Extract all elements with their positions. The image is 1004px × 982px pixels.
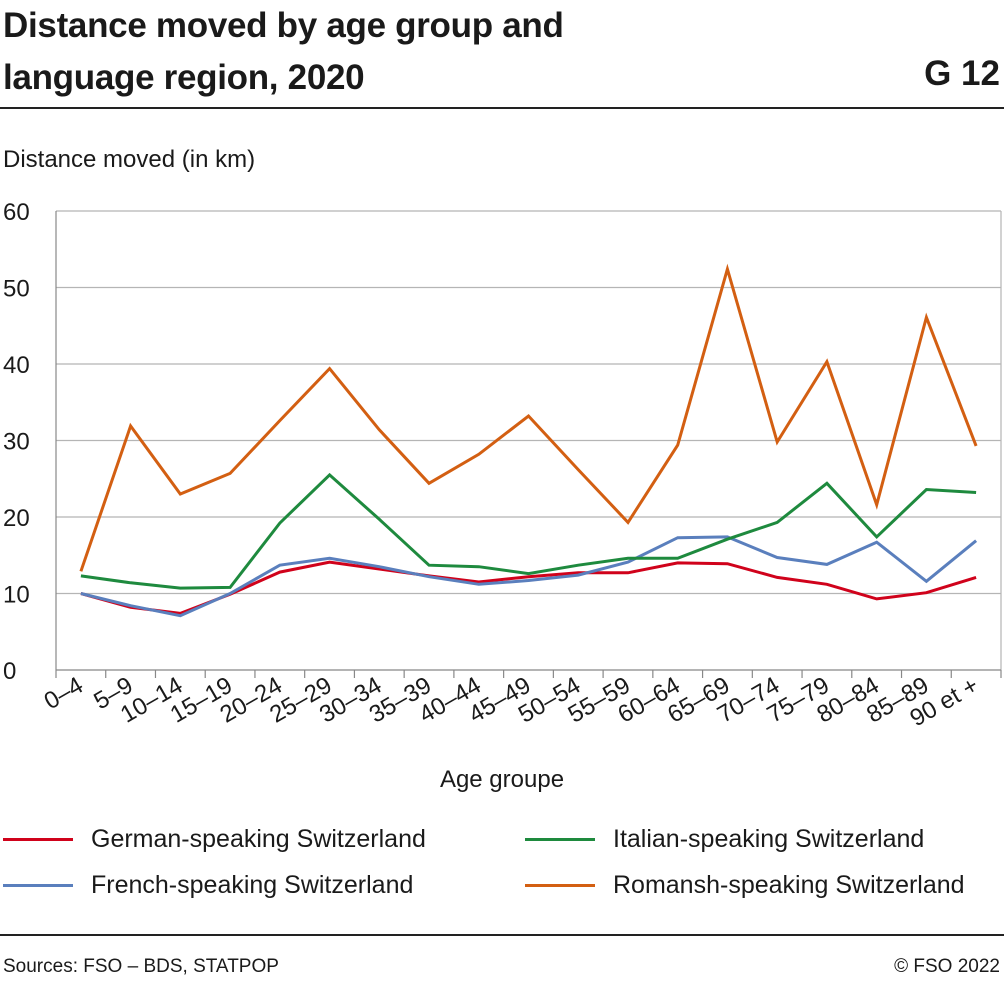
y-tick-label: 0: [3, 658, 16, 685]
legend-label-german: German-speaking Switzerland: [91, 824, 426, 853]
chart-title-line-2: language region, 2020: [3, 58, 365, 97]
x-tick-label: 0–4: [40, 672, 88, 715]
legend-label-french: French-speaking Switzerland: [91, 870, 414, 899]
y-tick-label: 30: [3, 429, 30, 456]
legend-swatch-italian: [525, 837, 595, 841]
series-line-italian: [80, 472, 977, 590]
series-line-french: [80, 535, 978, 618]
y-tick-label: 20: [3, 505, 30, 532]
y-tick-label: 10: [3, 582, 30, 609]
series-line-romansh: [79, 263, 978, 572]
chart-code: G 12: [924, 54, 1000, 93]
legend-label-romansh: Romansh-speaking Switzerland: [613, 870, 965, 899]
y-tick-label: 40: [3, 352, 30, 379]
legend-item-french: French-speaking Switzerland: [3, 870, 413, 900]
legend-label-italian: Italian-speaking Switzerland: [613, 824, 925, 853]
chart-title: Distance moved by age group and language…: [3, 0, 863, 104]
y-tick-label: 50: [3, 276, 30, 303]
y-axis-label: Distance moved (in km): [3, 146, 256, 173]
legend-swatch-french: [3, 883, 73, 887]
y-tick-label: 60: [3, 199, 30, 226]
legend-item-german: German-speaking Switzerland: [3, 824, 426, 854]
x-axis-label: Age groupe: [439, 766, 565, 793]
legend-item-romansh: Romansh-speaking Switzerland: [525, 870, 965, 900]
header-divider: [0, 107, 1004, 109]
copyright-note: © FSO 2022: [894, 956, 1000, 977]
footer-divider: [0, 934, 1004, 936]
legend-swatch-romansh: [525, 883, 595, 887]
legend-item-italian: Italian-speaking Switzerland: [525, 824, 924, 854]
source-note: Sources: FSO – BDS, STATPOP: [3, 956, 279, 977]
legend-swatch-german: [3, 837, 73, 841]
chart-title-line-1: Distance moved by age group and: [3, 6, 564, 45]
